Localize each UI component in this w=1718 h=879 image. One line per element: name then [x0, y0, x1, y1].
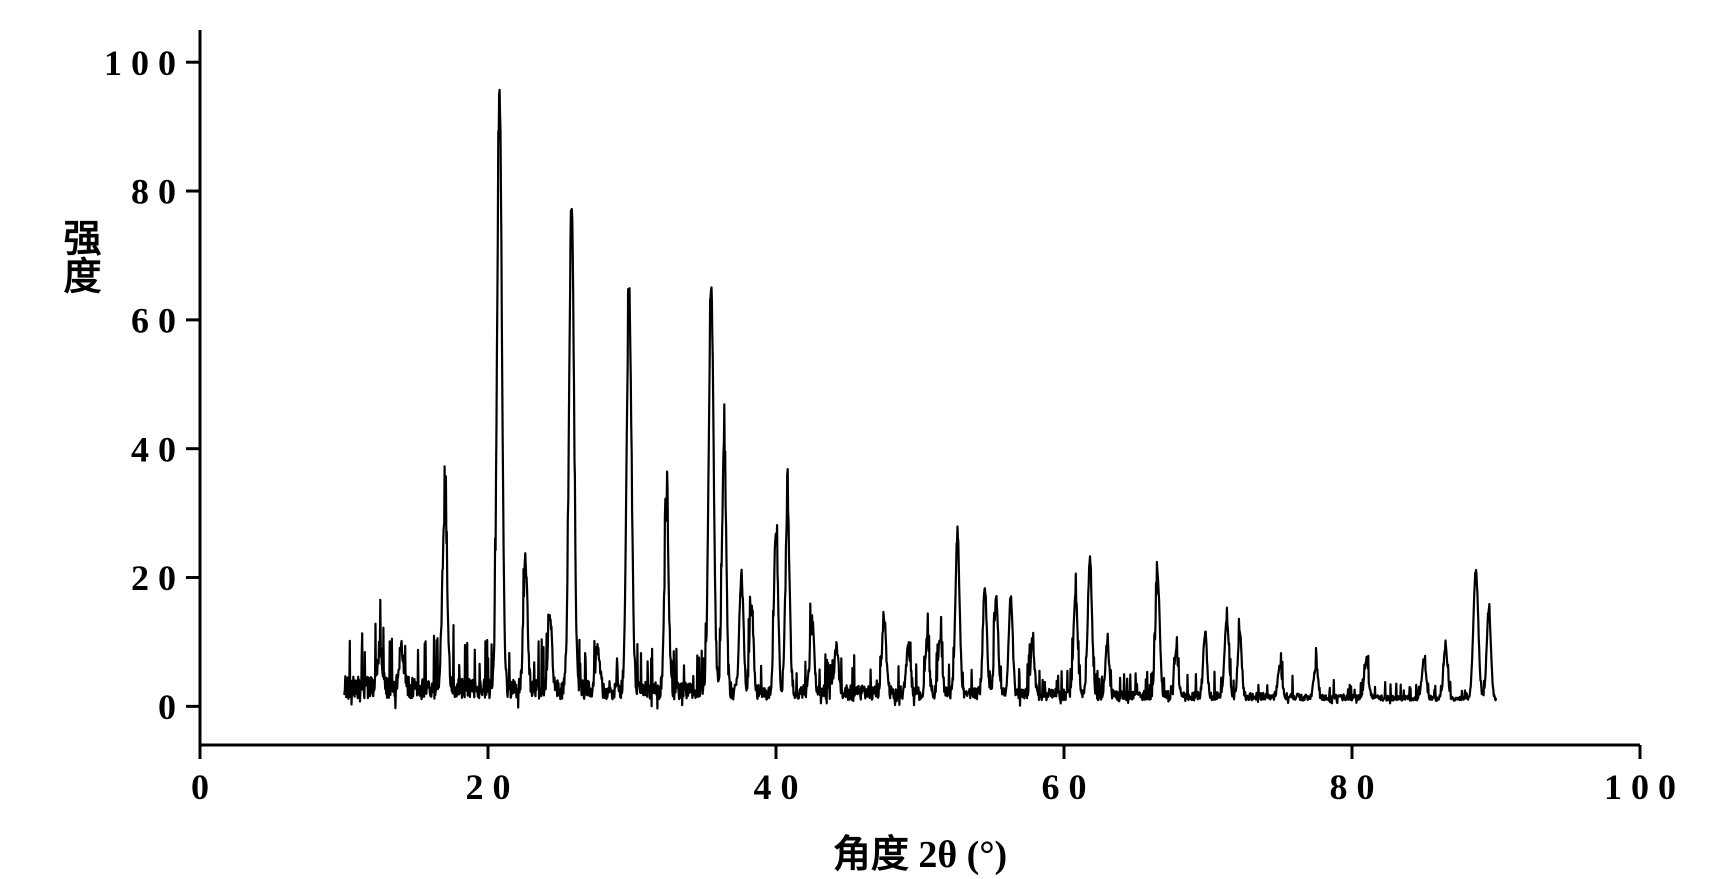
xrd-chart-svg: 0 2 0 4 0 6 0 8 0 1 0 0 0 2 0 4 0 6 0 8 0 1 0 0	[0, 0, 1718, 879]
axes	[200, 30, 1640, 745]
x-tick-label: 8 0	[1330, 767, 1375, 807]
y-tick-label: 0	[158, 687, 176, 727]
x-axis-label: 角度 2θ (°)	[0, 823, 1718, 878]
y-tick-label: 4 0	[131, 429, 176, 469]
x-tick-label: 2 0	[466, 767, 511, 807]
y-tick-label: 2 0	[131, 558, 176, 598]
x-tick-label: 0	[191, 767, 209, 807]
y-tick-label: 6 0	[131, 300, 176, 340]
x-tick-label: 6 0	[1042, 767, 1087, 807]
y-axis-label: 强度	[51, 218, 106, 294]
x-tick-label: 4 0	[754, 767, 799, 807]
x-tick-label: 1 0 0	[1604, 767, 1676, 807]
xrd-chart-container: 02 04 06 08 01 0 002 04 06 08 01 0 0 强度 …	[0, 0, 1718, 879]
xrd-trace	[344, 90, 1496, 709]
y-tick-label: 1 0 0	[104, 43, 176, 83]
y-tick-label: 8 0	[131, 172, 176, 212]
